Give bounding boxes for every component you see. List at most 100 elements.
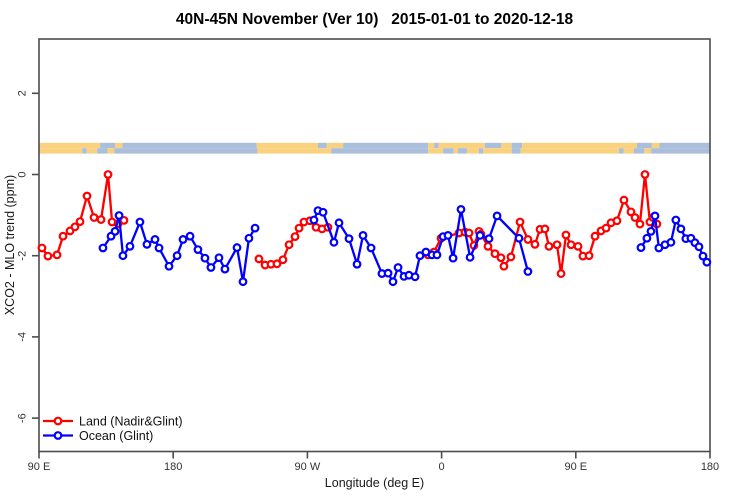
x-tick-label: 90 E (28, 461, 51, 473)
data-point-land (37, 243, 47, 253)
data-point-land (490, 249, 500, 259)
data-point-ocean (523, 267, 533, 276)
data-point-ocean (676, 224, 686, 234)
series-line-land (426, 173, 659, 275)
data-point-ocean (358, 230, 368, 240)
data-point-ocean (702, 257, 712, 267)
data-point-ocean (646, 226, 656, 236)
y-tick-label: -2 (17, 251, 29, 261)
map-strip-land-cell (428, 148, 444, 154)
data-point-ocean (432, 250, 442, 260)
data-point-ocean (484, 234, 494, 244)
data-point-ocean (465, 252, 475, 262)
data-point-land (552, 240, 562, 250)
data-point-ocean (178, 235, 188, 244)
data-point-ocean (514, 233, 524, 243)
map-strip-land-cell (257, 148, 332, 154)
data-point-ocean (309, 215, 319, 225)
map-strip-land-cell (483, 148, 512, 154)
data-point-ocean (352, 259, 362, 269)
data-point-land (635, 219, 645, 229)
map-strip-land-cell (115, 142, 123, 149)
map-strip-ocean-cell (114, 148, 258, 154)
series-line-ocean (101, 214, 257, 283)
data-point-ocean (666, 237, 676, 247)
data-point-ocean (344, 234, 354, 244)
legend: Land (Nadir&Glint)Ocean (Glint) (43, 414, 183, 443)
map-strip-land-cell (520, 148, 620, 154)
legend-marker-land (53, 416, 63, 426)
data-point-land (584, 251, 594, 261)
data-point-land (523, 235, 533, 244)
map-strip-land-cell (453, 148, 459, 154)
map-strip-ocean-cell (317, 142, 327, 149)
y-axis-label: XCO2 - MLO trend (ppm) (3, 175, 17, 315)
map-strip-ocean-cell (478, 148, 484, 154)
data-point-ocean (238, 277, 248, 287)
data-point-land (626, 207, 636, 217)
data-point-ocean (220, 264, 230, 274)
map-strip-land-cell (428, 142, 435, 149)
map-strip-ocean-cell (511, 148, 521, 154)
data-point-ocean (456, 205, 466, 214)
data-point-ocean (636, 243, 646, 252)
data-point-land (272, 259, 282, 269)
data-point-ocean (244, 233, 254, 243)
data-point-ocean (125, 241, 135, 251)
map-strip-land-cell (39, 148, 83, 154)
data-point-land (278, 255, 288, 265)
data-point-ocean (214, 253, 224, 263)
data-point-land (561, 230, 571, 240)
x-tick-label: 180 (164, 461, 182, 473)
y-tick-label: -4 (17, 332, 29, 342)
x-tick-label: 180 (701, 461, 719, 473)
data-point-land (612, 216, 622, 226)
legend-label-ocean: Ocean (Glint) (79, 429, 153, 443)
data-point-land (601, 223, 611, 233)
data-point-ocean (232, 243, 242, 252)
data-point-land (515, 217, 525, 227)
data-point-land (619, 195, 629, 205)
map-strip-ocean-cell (331, 148, 429, 154)
x-tick-label: 90 W (295, 461, 321, 473)
map-strip-ocean-cell (458, 148, 467, 154)
data-point-land (290, 232, 300, 242)
map-strip-ocean-cell (651, 148, 710, 154)
data-point-ocean (185, 231, 195, 241)
map-strip-ocean-cell (82, 148, 87, 154)
data-point-ocean (698, 251, 708, 261)
map-strip-land-cell (644, 148, 652, 154)
data-point-land (506, 252, 516, 262)
data-point-land (544, 241, 554, 251)
x-axis-label: Longitude (deg E) (325, 476, 424, 490)
data-point-land (96, 215, 106, 224)
data-point-land (483, 241, 493, 251)
data-point-ocean (318, 207, 328, 217)
data-point-land (294, 223, 304, 233)
map-strip-ocean-cell (511, 142, 523, 149)
data-point-ocean (110, 226, 120, 236)
data-point-land (630, 213, 640, 222)
map-strip-land-cell (39, 142, 101, 149)
data-point-ocean (193, 245, 203, 255)
data-point-land (499, 261, 509, 271)
chart-title: 40N-45N November (Ver 10) 2015-01-01 to … (176, 11, 574, 28)
data-point-land (75, 217, 85, 226)
x-axis-ticks: 90 E 180 90 W 0 90 E 180 (28, 451, 719, 473)
y-tick-label: -6 (17, 413, 29, 423)
data-point-ocean (154, 243, 164, 253)
data-point-land (573, 241, 583, 251)
map-strip-land-cell (256, 142, 318, 149)
map-strip-land-cell (522, 142, 637, 149)
data-point-ocean (393, 263, 403, 272)
data-point-ocean (671, 215, 681, 225)
map-strip-land-cell (107, 148, 115, 154)
y-axis-ticks: 2 0 -2 -4 -6 (17, 90, 39, 423)
data-point-ocean (443, 230, 453, 240)
series-line-land (40, 173, 126, 258)
data-point-ocean (492, 211, 502, 221)
map-strip-land-cell (86, 148, 98, 154)
data-point-ocean (172, 251, 182, 261)
data-point-ocean (383, 268, 393, 278)
map-strip-ocean-cell (484, 142, 502, 149)
